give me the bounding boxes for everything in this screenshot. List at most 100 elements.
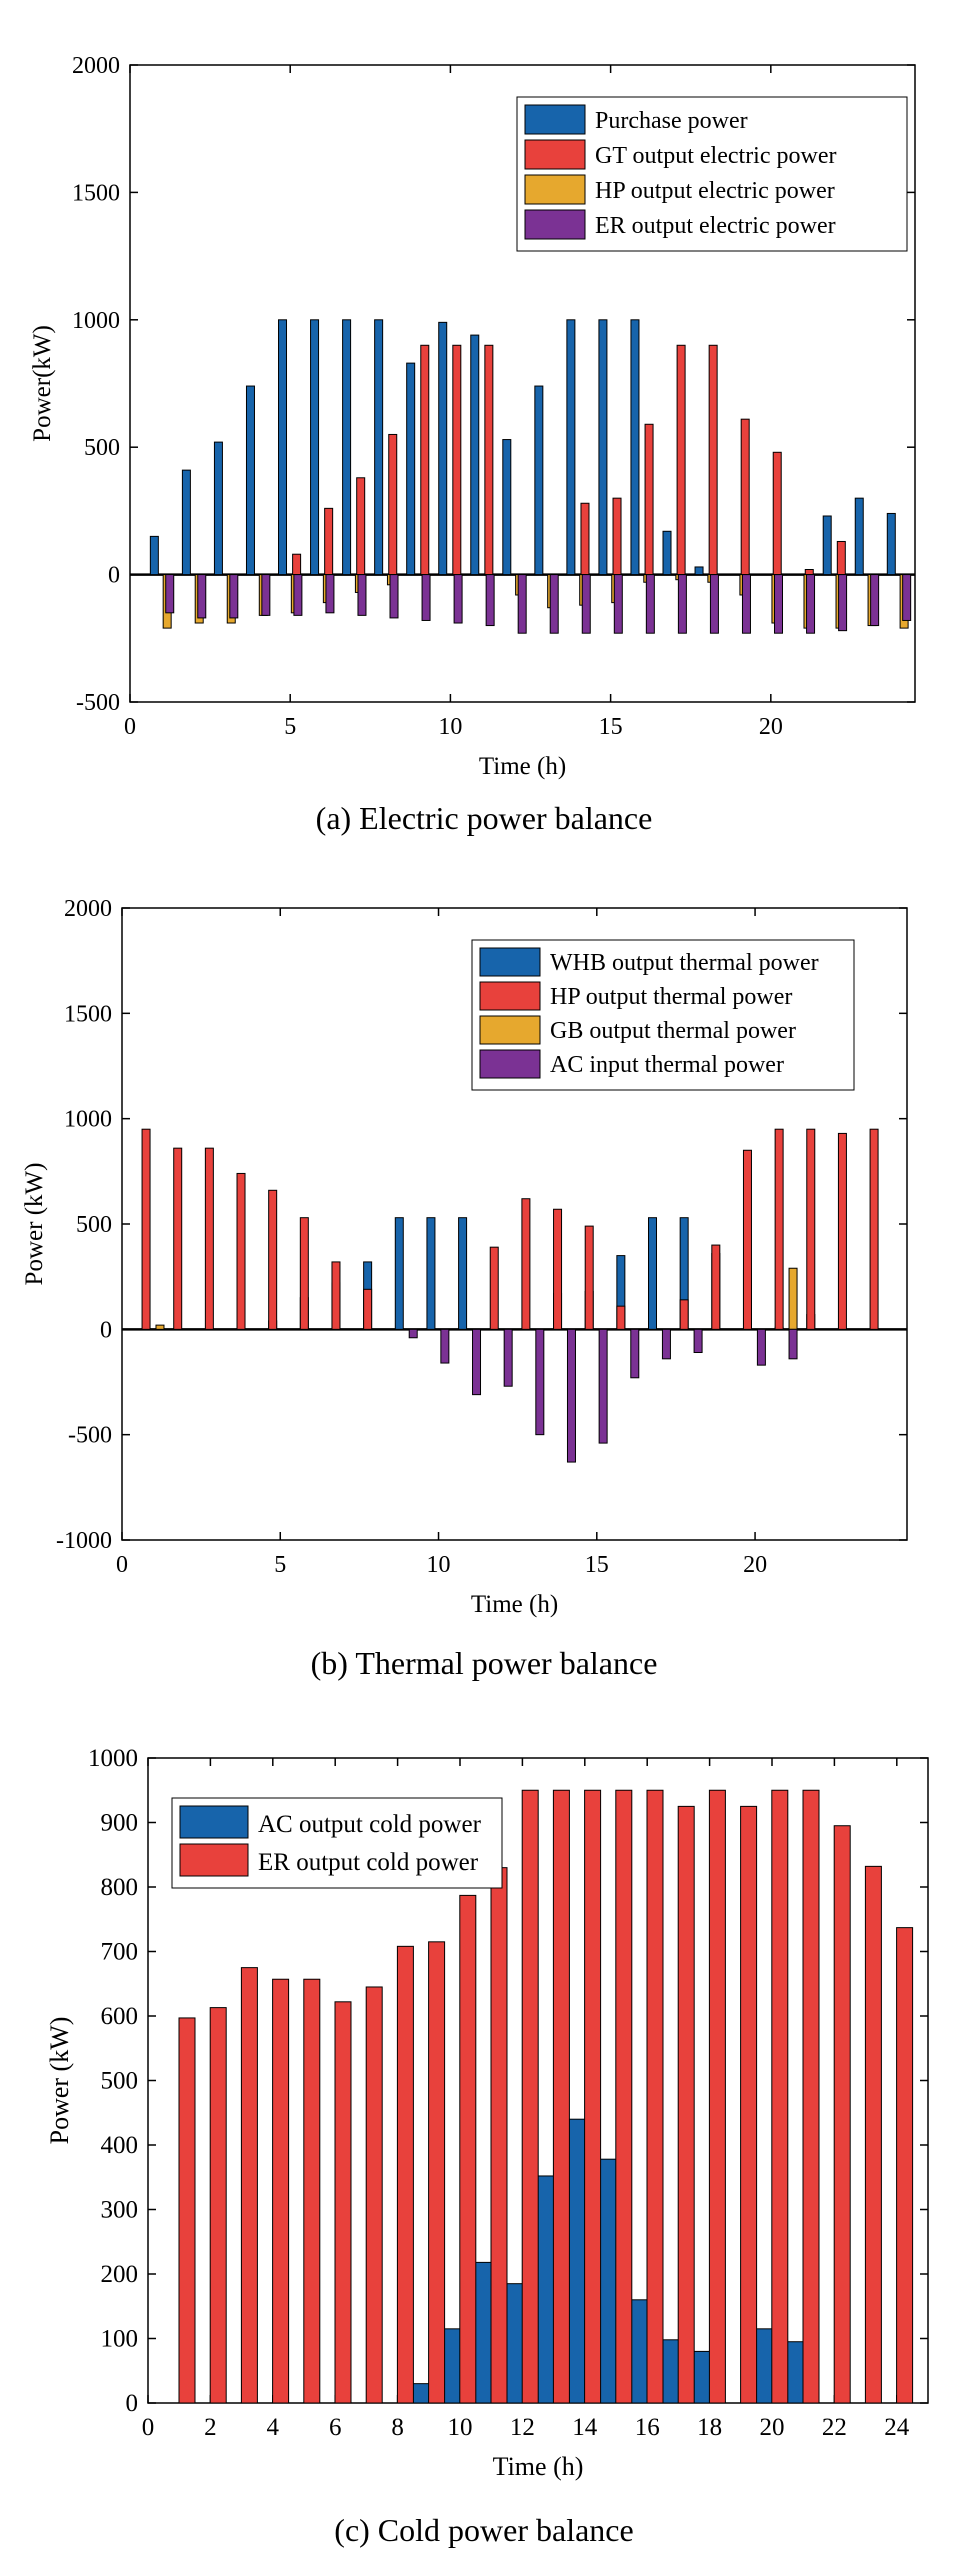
x-tick-label: 5: [274, 1552, 286, 1578]
legend-label: WHB output thermal power: [550, 950, 819, 976]
bar: [310, 319, 320, 576]
bar: [552, 1789, 570, 2404]
y-axis-label: Power (kW): [45, 2017, 74, 2145]
bar: [708, 1789, 726, 2404]
y-tick-label: 2000: [64, 896, 112, 922]
x-axis-label: Time (h): [479, 753, 566, 780]
bar: [535, 1328, 545, 1436]
bar: [470, 334, 480, 576]
bar: [331, 1261, 341, 1330]
bar: [837, 1132, 847, 1330]
y-tick-label: 1000: [88, 1745, 138, 1772]
x-tick-label: 4: [267, 2414, 280, 2441]
bar: [661, 1328, 671, 1360]
x-tick-label: 10: [448, 2414, 473, 2441]
bar: [342, 319, 352, 576]
bar: [870, 574, 880, 627]
legend-swatch: [524, 174, 586, 205]
bar: [833, 1825, 851, 2404]
bar: [646, 1789, 664, 2404]
bar: [292, 553, 302, 576]
y-tick-label: 800: [101, 1874, 139, 1901]
bar: [178, 2017, 196, 2404]
legend-label: GT output electric power: [595, 143, 836, 169]
bar: [896, 1927, 914, 2404]
bar: [677, 1805, 695, 2404]
bar: [864, 1865, 882, 2404]
legend-swatch: [479, 1049, 541, 1079]
caption-thermal: (b) Thermal power balance: [310, 1645, 658, 1681]
bar: [334, 2001, 352, 2404]
bar: [806, 1128, 816, 1330]
legend-swatch: [479, 981, 541, 1011]
x-tick-label: 8: [391, 2414, 404, 2441]
bar: [742, 1149, 752, 1330]
bar: [788, 1328, 798, 1360]
legend-label: ER output cold power: [258, 1849, 479, 1876]
bar: [517, 574, 527, 634]
bar: [506, 2283, 524, 2404]
bar: [786, 2341, 804, 2404]
x-tick-label: 22: [822, 2414, 847, 2441]
bars-group: [149, 319, 912, 634]
x-tick-label: 15: [599, 714, 623, 740]
x-tick-label: 18: [697, 2414, 722, 2441]
bars-group: [178, 1789, 914, 2404]
bar: [693, 1328, 703, 1354]
bar: [420, 344, 430, 576]
legend-swatch: [479, 947, 541, 977]
bar: [740, 418, 750, 576]
y-tick-label: 400: [101, 2132, 139, 2159]
bar: [804, 569, 814, 576]
x-tick-label: 0: [124, 714, 136, 740]
bar: [428, 1941, 446, 2404]
bar: [756, 1328, 766, 1366]
bar: [268, 1189, 278, 1330]
bar: [209, 2007, 227, 2404]
y-tick-label: -500: [68, 1423, 112, 1449]
y-tick-label: 500: [101, 2068, 139, 2095]
x-tick-label: 10: [427, 1552, 451, 1578]
bar: [612, 497, 622, 576]
chart-panel-electric: -500 0 500 1000 1500 2000 0 5 10 15 20 Time (h) Powe…: [0, 0, 968, 860]
bar: [173, 1147, 183, 1330]
bar: [599, 2158, 617, 2404]
x-tick-label: 16: [635, 2414, 660, 2441]
y-tick-label: -500: [76, 690, 120, 716]
bar: [869, 1128, 879, 1330]
legend-label: AC output cold power: [258, 1811, 482, 1838]
y-tick-label: 700: [101, 1939, 139, 1966]
legend-label: HP output electric power: [595, 178, 835, 204]
bar: [443, 2328, 461, 2404]
bar: [503, 1328, 513, 1387]
y-tick-label: 500: [84, 435, 120, 461]
bar: [740, 1805, 758, 2404]
bar: [181, 469, 191, 576]
bar: [693, 2350, 711, 2404]
y-tick-label: 1500: [64, 1001, 112, 1027]
bar: [389, 574, 399, 619]
bar: [580, 502, 590, 576]
bar: [261, 574, 271, 616]
bar: [240, 1967, 258, 2404]
bar: [299, 1217, 309, 1330]
bar: [165, 574, 175, 614]
bar: [788, 1267, 798, 1330]
bar: [534, 385, 544, 576]
bar: [838, 574, 848, 632]
bar: [502, 439, 512, 576]
bar: [489, 1246, 499, 1330]
bar: [458, 1217, 468, 1330]
bar: [324, 507, 334, 576]
legend-label: AC input thermal power: [550, 1052, 784, 1078]
chart-panel-cold: 0 100 200 300 400 500 600 700 800 900 1000 0 2 4 6 8 10 1…: [0, 1720, 968, 2571]
bar: [357, 574, 367, 616]
bar: [613, 574, 623, 634]
bar: [474, 2261, 492, 2404]
legend-swatch: [179, 1805, 249, 1839]
x-tick-label: 6: [329, 2414, 342, 2441]
bar: [521, 1198, 531, 1330]
caption-cold: (c) Cold power balance: [334, 2512, 634, 2548]
chart-thermal-power-balance: -1000 -500 0 500 1000 1500 2000 0 5 10 15 20 Time (h…: [21, 896, 908, 1618]
